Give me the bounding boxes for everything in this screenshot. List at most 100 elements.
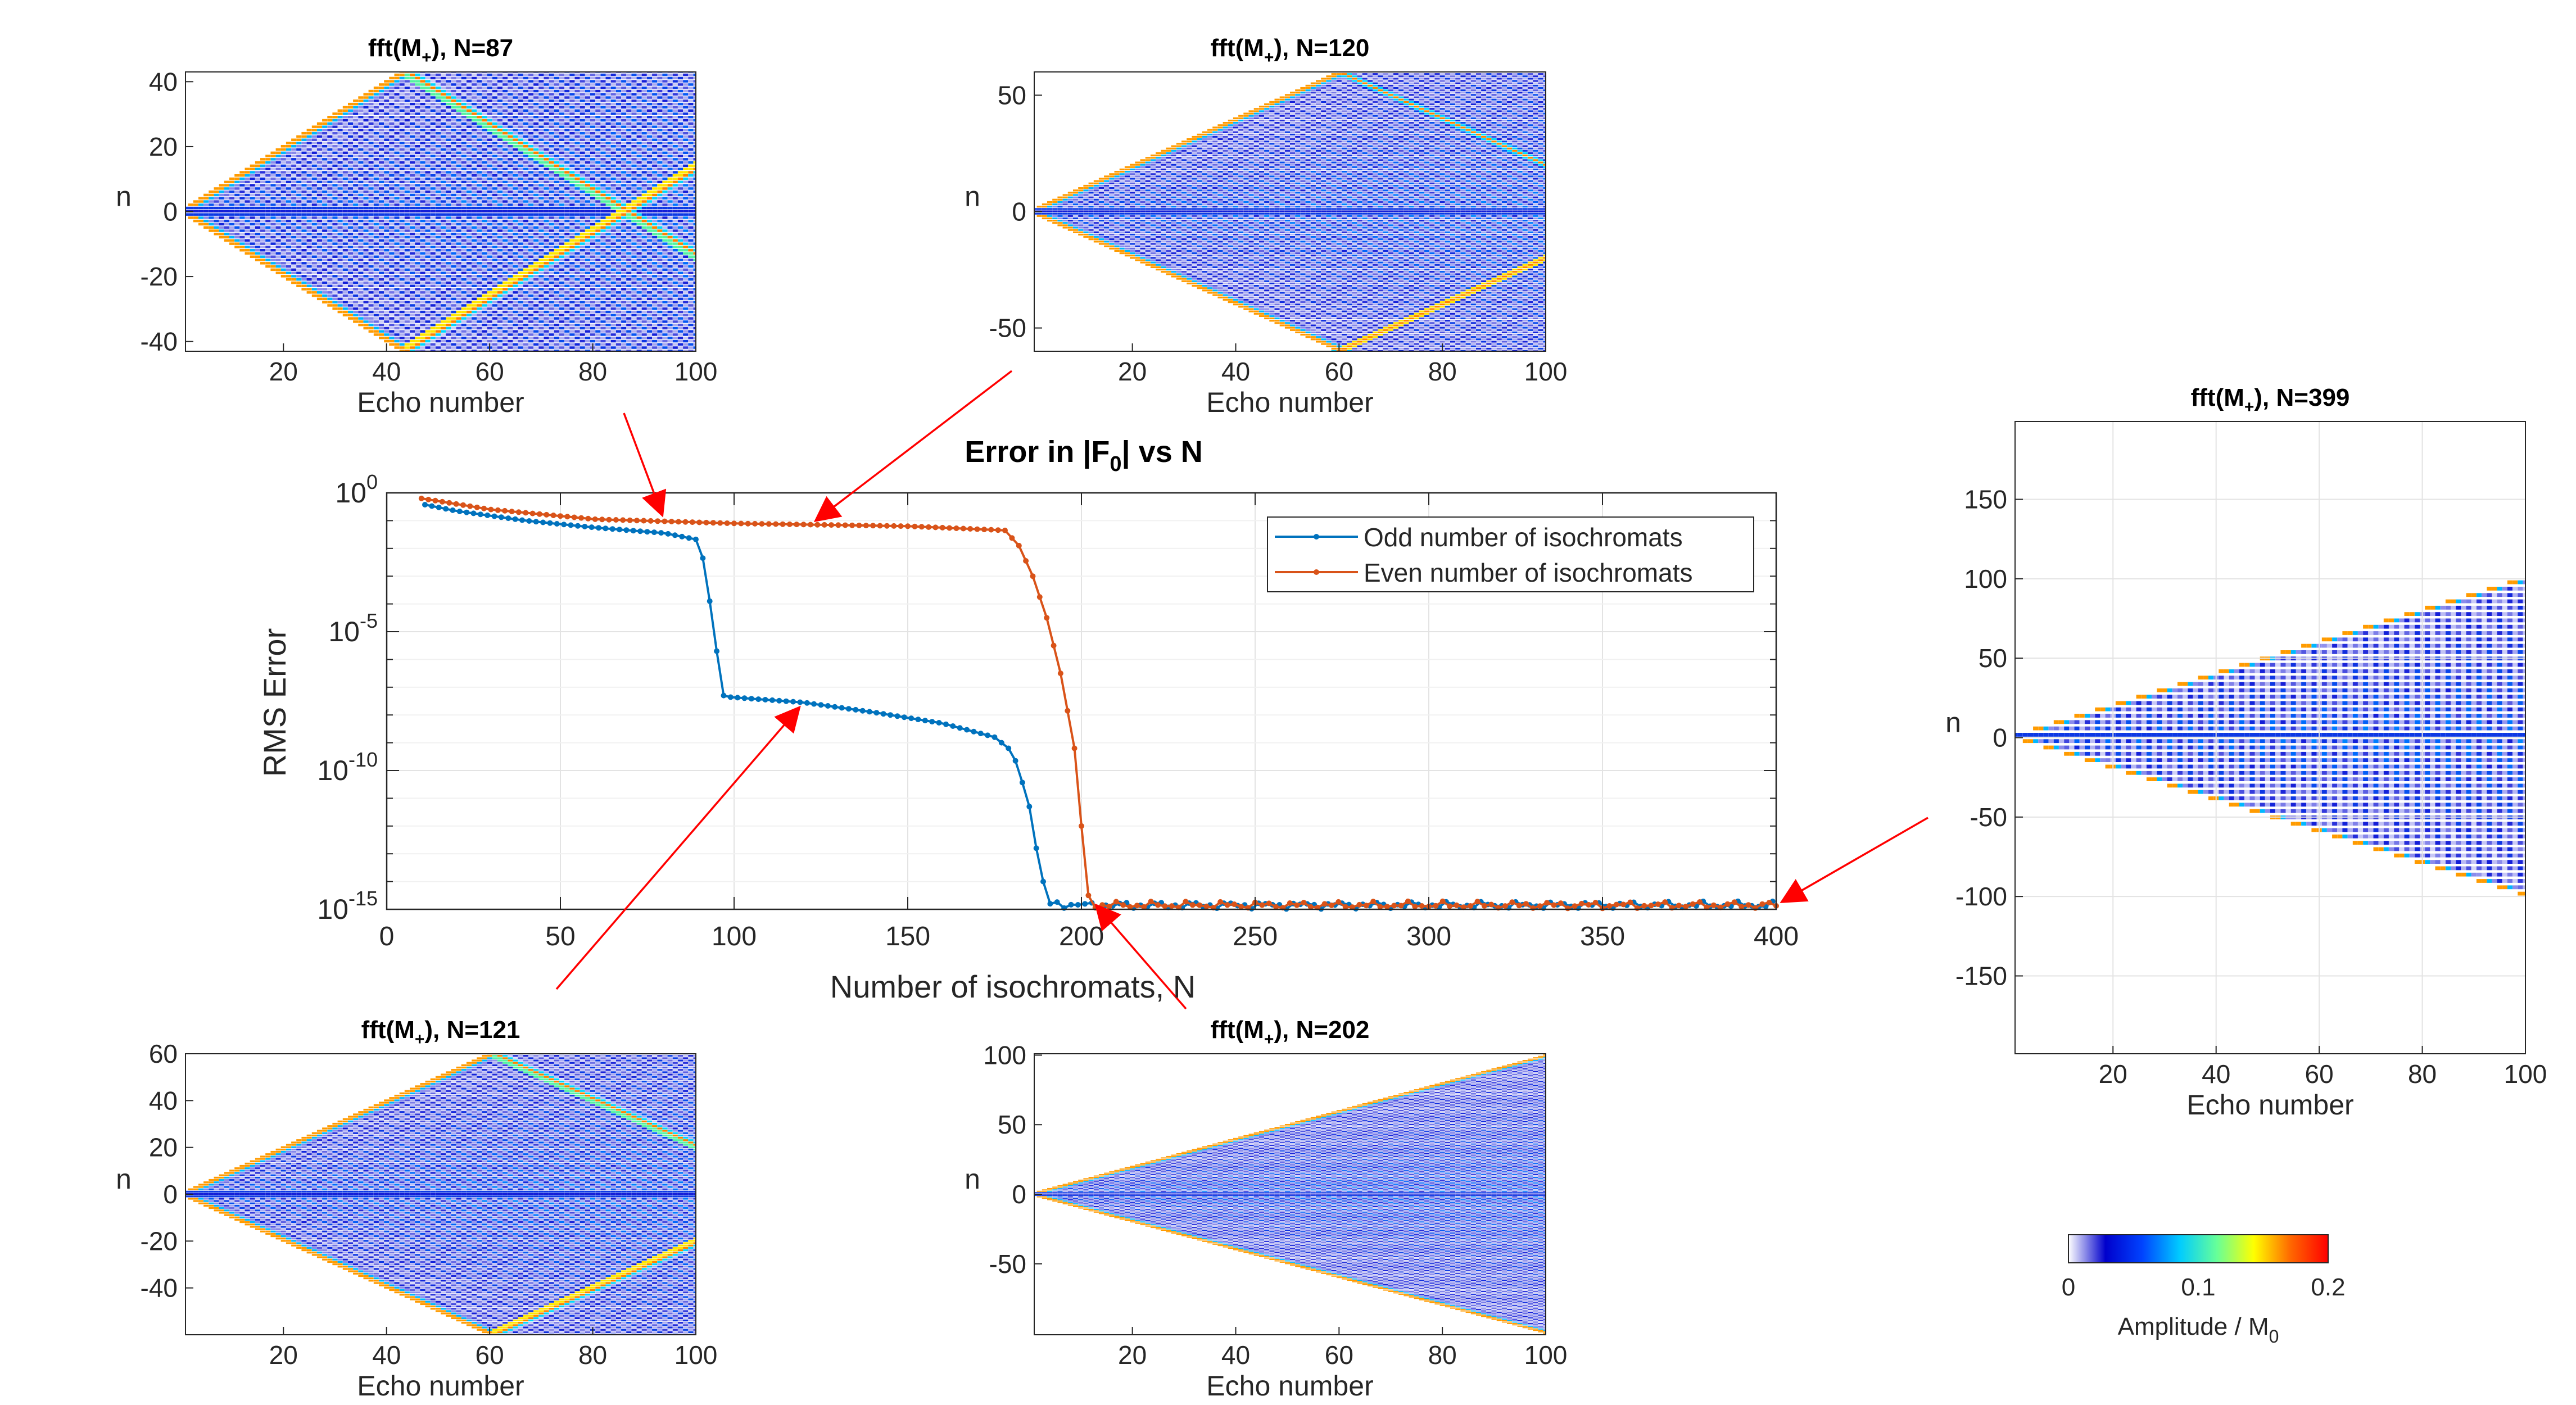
heatmap-cell xyxy=(528,174,534,177)
heatmap-cell xyxy=(497,187,502,190)
heatmap-cell xyxy=(554,339,559,343)
heatmap-cell xyxy=(250,164,255,167)
heatmap-cell xyxy=(316,142,322,144)
heatmap-cell xyxy=(410,197,415,200)
heatmap-cell xyxy=(533,148,539,151)
heatmap-cell xyxy=(487,216,492,219)
heatmap-cell xyxy=(389,93,395,96)
heatmap-cell xyxy=(538,278,544,281)
heatmap-cell xyxy=(492,210,497,213)
heatmap-cell xyxy=(477,323,482,327)
heatmap-cell xyxy=(275,164,281,167)
heatmap-cell xyxy=(384,142,390,144)
heatmap-cell xyxy=(286,265,291,268)
heatmap-cell xyxy=(280,155,286,157)
heatmap-cell xyxy=(306,235,312,239)
heatmap-cell xyxy=(389,102,395,106)
heatmap-cell xyxy=(394,187,400,190)
heatmap-cell xyxy=(544,223,549,226)
heatmap-cell xyxy=(399,271,405,274)
heatmap-cell xyxy=(549,112,554,115)
heatmap-cell xyxy=(384,206,390,210)
heatmap-cell xyxy=(502,304,508,307)
heatmap-cell xyxy=(188,206,193,210)
heatmap-cell xyxy=(399,235,405,239)
heatmap-cell xyxy=(389,83,395,86)
heatmap-cell xyxy=(342,310,348,314)
heatmap-cell xyxy=(316,180,322,184)
heatmap-cell xyxy=(544,174,549,177)
heatmap-cell xyxy=(477,102,482,106)
heatmap-cell xyxy=(472,164,477,167)
heatmap-cell xyxy=(415,281,420,284)
heatmap-cell xyxy=(342,132,348,135)
heatmap-cell xyxy=(487,112,492,115)
heatmap-cell xyxy=(209,219,214,223)
heatmap-cell xyxy=(513,80,518,83)
heatmap-cell xyxy=(554,177,559,180)
heatmap-cell xyxy=(497,219,502,223)
heatmap-cell xyxy=(564,122,570,125)
heatmap-cell xyxy=(554,197,559,200)
heatmap-cell xyxy=(270,226,276,229)
heatmap-cell xyxy=(379,116,384,119)
heatmap-cell xyxy=(502,125,508,128)
heatmap-cell xyxy=(430,291,436,294)
heatmap-cell xyxy=(580,346,585,349)
heatmap-cell xyxy=(389,213,395,216)
heatmap-cell xyxy=(441,252,446,255)
heatmap-cell xyxy=(446,346,451,349)
heatmap-cell xyxy=(502,197,508,200)
heatmap-cell xyxy=(296,145,302,148)
heatmap-cell xyxy=(373,216,379,219)
heatmap-cell xyxy=(185,206,188,210)
heatmap-cell xyxy=(466,122,472,125)
heatmap-cell xyxy=(379,102,384,106)
heatmap-cell xyxy=(239,246,245,248)
heatmap-cell xyxy=(487,161,492,164)
heatmap-cell xyxy=(482,142,487,144)
heatmap-cell xyxy=(275,151,281,155)
heatmap-cell xyxy=(518,278,523,281)
heatmap-cell xyxy=(513,310,518,314)
heatmap-cell xyxy=(456,320,461,323)
heatmap-cell xyxy=(322,229,328,232)
heatmap-cell xyxy=(472,323,477,327)
heatmap-cell xyxy=(472,93,477,96)
heatmap-cell xyxy=(502,119,508,122)
heatmap-cell xyxy=(435,350,441,351)
heatmap-cell xyxy=(368,304,374,307)
heatmap-cell xyxy=(342,216,348,219)
heatmap-cell xyxy=(451,330,456,333)
heatmap-cell xyxy=(472,350,477,351)
heatmap-cell xyxy=(306,145,312,148)
heatmap-cell xyxy=(487,89,492,93)
heatmap-cell xyxy=(564,184,570,187)
heatmap-cell xyxy=(353,190,359,193)
heatmap-cell xyxy=(358,297,364,301)
heatmap-cell xyxy=(523,288,528,291)
heatmap-cell xyxy=(301,239,307,242)
heatmap-cell xyxy=(564,297,570,301)
heatmap-cell xyxy=(363,190,369,193)
heatmap-cell xyxy=(384,297,390,301)
heatmap-cell xyxy=(219,226,224,229)
heatmap-cell xyxy=(451,288,456,291)
heatmap-cell xyxy=(415,304,420,307)
heatmap-cell xyxy=(569,268,575,271)
heatmap-cell xyxy=(482,213,487,216)
heatmap-cell xyxy=(353,255,359,258)
heatmap-cell xyxy=(245,200,250,203)
heatmap-cell xyxy=(549,229,554,232)
heatmap-cell xyxy=(564,330,570,333)
heatmap-cell xyxy=(477,343,482,346)
heatmap-cell xyxy=(265,206,271,210)
heatmap-cell xyxy=(214,213,219,216)
heatmap-cell xyxy=(353,206,359,210)
heatmap-cell xyxy=(322,301,328,303)
heatmap-cell xyxy=(410,203,415,206)
heatmap-cell xyxy=(363,281,369,284)
heatmap-cell xyxy=(533,87,539,89)
heatmap-cell xyxy=(415,119,420,122)
heatmap-cell xyxy=(441,330,446,333)
